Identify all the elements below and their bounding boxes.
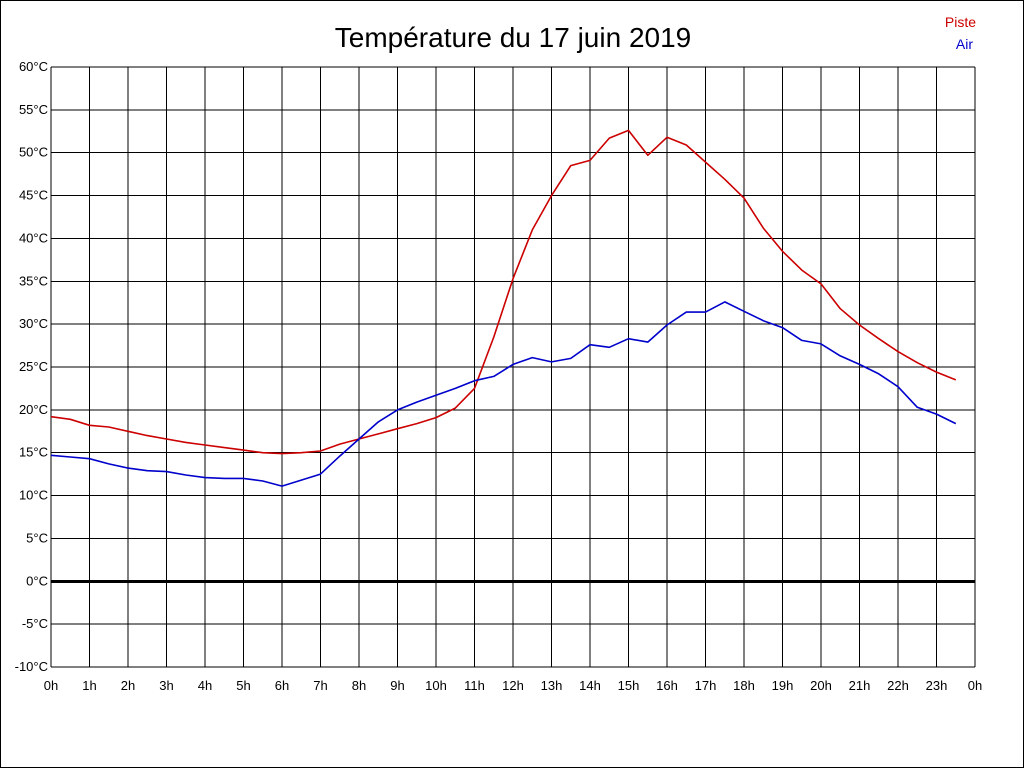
- x-tick-label: 14h: [579, 678, 601, 693]
- y-tick-label: 55°C: [19, 102, 48, 117]
- y-tick-label: 0°C: [26, 573, 48, 588]
- y-tick-label: 5°C: [26, 530, 48, 545]
- x-tick-label: 8h: [352, 678, 366, 693]
- x-tick-label: 9h: [390, 678, 404, 693]
- grid: [50, 66, 976, 668]
- x-tick-label: 11h: [464, 678, 485, 693]
- y-tick-label: 35°C: [19, 273, 48, 288]
- y-tick-label: 50°C: [19, 145, 48, 160]
- x-tick-label: 0h: [968, 678, 982, 693]
- x-tick-label: 4h: [198, 678, 212, 693]
- x-tick-label: 12h: [502, 678, 524, 693]
- x-tick-label: 18h: [733, 678, 755, 693]
- y-tick-label: 40°C: [19, 230, 48, 245]
- x-tick-label: 20h: [810, 678, 832, 693]
- y-axis-tick-labels: -10°C -5°C 0°C 5°C 10°C 15°C 20°C 25°C 30°C 35°C 4…: [15, 59, 48, 674]
- x-tick-label: 7h: [313, 678, 327, 693]
- series-lines: [50, 129, 957, 487]
- x-tick-label: 19h: [772, 678, 794, 693]
- series-line-piste: [50, 129, 957, 455]
- x-tick-label: 13h: [541, 678, 563, 693]
- y-tick-label: -5°C: [22, 616, 48, 631]
- series-line-air: [50, 301, 957, 487]
- x-tick-label: 17h: [695, 678, 717, 693]
- y-tick-label: 30°C: [19, 316, 48, 331]
- y-tick-label: -10°C: [15, 659, 48, 674]
- y-tick-label: 45°C: [19, 188, 48, 203]
- y-tick-label: 25°C: [19, 359, 48, 374]
- x-tick-label: 5h: [236, 678, 250, 693]
- legend-air: Air: [956, 36, 973, 52]
- legend-piste: Piste: [945, 14, 976, 30]
- x-tick-label: 3h: [159, 678, 173, 693]
- x-tick-label: 1h: [82, 678, 96, 693]
- x-tick-label: 0h: [44, 678, 58, 693]
- x-axis-tick-labels: 0h 1h 2h 3h 4h 5h 6h 7h 8h 9h 10h 11h 12h 13h 14h 15h 16…: [44, 678, 982, 693]
- x-tick-label: 16h: [656, 678, 678, 693]
- x-tick-label: 6h: [275, 678, 289, 693]
- x-tick-label: 23h: [926, 678, 948, 693]
- y-tick-label: 60°C: [19, 59, 48, 74]
- x-tick-label: 21h: [849, 678, 871, 693]
- x-tick-label: 22h: [887, 678, 909, 693]
- y-tick-label: 15°C: [19, 445, 48, 460]
- x-tick-label: 2h: [121, 678, 135, 693]
- chart-title: Température du 17 juin 2019: [335, 22, 691, 53]
- x-tick-label: 15h: [618, 678, 640, 693]
- y-tick-label: 10°C: [19, 488, 48, 503]
- y-tick-label: 20°C: [19, 402, 48, 417]
- x-tick-label: 10h: [425, 678, 447, 693]
